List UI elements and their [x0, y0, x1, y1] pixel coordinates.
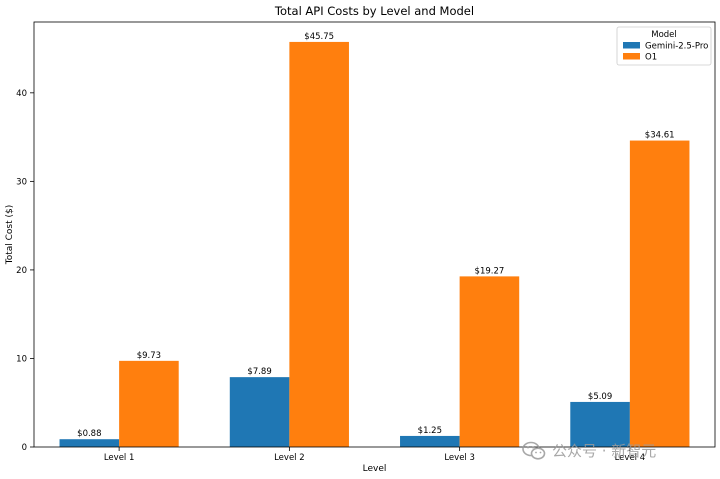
- x-tick-label: Level 3: [444, 453, 475, 463]
- legend-swatch: [623, 42, 640, 49]
- bar: [459, 276, 520, 447]
- bar: [400, 435, 460, 447]
- bar-value-label: $5.09: [588, 392, 612, 402]
- y-tick-label: 20: [16, 266, 27, 276]
- legend-swatch: [623, 53, 640, 60]
- bar: [229, 377, 290, 447]
- legend-entry-label: O1: [645, 53, 657, 63]
- bar: [570, 401, 630, 447]
- bar-value-label: $9.73: [137, 351, 161, 361]
- bar-value-label: $1.25: [418, 426, 442, 436]
- bar-value-label: $34.61: [645, 131, 675, 141]
- plot-frame: [33, 21, 716, 448]
- bar-value-label: $19.27: [475, 266, 505, 276]
- bar-value-label: $7.89: [247, 367, 271, 377]
- bar-value-label: $0.88: [77, 429, 101, 439]
- x-tick-label: Level 2: [274, 453, 305, 463]
- bar: [289, 41, 349, 447]
- bar: [59, 439, 120, 447]
- watermark-text: 公众号 · 新智元: [552, 442, 657, 460]
- bar: [119, 360, 179, 447]
- legend-box: [616, 26, 712, 66]
- bar: [629, 140, 690, 447]
- legend-entry-label: Gemini-2.5-Pro: [645, 42, 708, 52]
- y-tick-label: 10: [16, 354, 27, 364]
- y-tick-label: 40: [16, 89, 27, 99]
- y-axis-label: Total Cost ($): [5, 205, 15, 266]
- watermark: 公众号 · 新智元: [522, 440, 656, 461]
- y-tick-label: 0: [22, 443, 27, 453]
- legend-title: Model: [651, 30, 677, 40]
- wechat-icon: [522, 441, 546, 460]
- x-tick-label: Level 4: [615, 453, 646, 463]
- chart-title: Total API Costs by Level and Model: [274, 4, 474, 18]
- y-tick-label: 30: [16, 177, 27, 187]
- x-tick-label: Level 1: [104, 453, 135, 463]
- x-axis-label: Level: [363, 464, 387, 474]
- bar-value-label: $45.75: [304, 32, 334, 42]
